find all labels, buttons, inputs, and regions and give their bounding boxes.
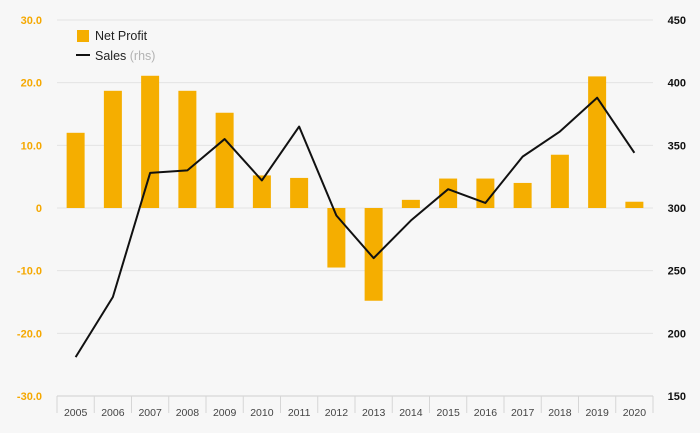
x-tick-label: 2012 (325, 407, 349, 419)
net-profit-bar (141, 75, 160, 208)
x-tick-label: 2016 (474, 407, 498, 419)
legend-label-sales: Sales (rhs) (95, 49, 155, 63)
net-profit-bar (588, 76, 607, 209)
y-left-tick-label: 20.0 (21, 78, 42, 90)
net-profit-bar (103, 90, 122, 208)
x-tick-label: 2013 (362, 407, 386, 419)
tick-labels: 30.0 20.0 10.0 0 -10.0 -20.0 -30.0 450 400 350 300… (17, 15, 686, 419)
y-left-tick-label: 0 (36, 203, 42, 215)
y-right-tick-label: 400 (668, 78, 686, 90)
net-profit-bars (66, 75, 644, 301)
net-profit-bar (178, 90, 197, 208)
legend-label-net-profit: Net Profit (95, 29, 148, 43)
x-tick-label: 2015 (436, 407, 460, 419)
x-tick-label: 2010 (250, 407, 274, 419)
y-left-tick-label: -30.0 (17, 391, 42, 403)
net-profit-bar (550, 154, 569, 208)
x-tick-label: 2019 (585, 407, 609, 419)
axes (56, 395, 654, 413)
y-right-tick-label: 250 (668, 266, 686, 278)
net-profit-bar (290, 177, 309, 208)
sales-line-series (74, 96, 636, 358)
x-tick-label: 2018 (548, 407, 572, 419)
legend-swatch-net-profit (77, 30, 89, 42)
y-right-tick-label: 350 (668, 140, 686, 152)
legend: Net Profit Sales (rhs) (76, 29, 155, 63)
x-tick-label: 2006 (101, 407, 125, 419)
x-tick-label: 2008 (176, 407, 200, 419)
net-profit-bar (66, 132, 85, 208)
legend-label-sales-suffix: (rhs) (130, 49, 156, 63)
y-right-tick-label: 450 (668, 15, 686, 27)
x-tick-label: 2011 (288, 407, 311, 419)
net-profit-bar (401, 199, 420, 208)
net-profit-bar (252, 175, 271, 208)
y-right-tick-label: 200 (668, 328, 686, 340)
net-profit-bar (364, 208, 383, 301)
net-profit-bar (513, 182, 532, 208)
y-left-tick-label: 10.0 (21, 140, 42, 152)
x-tick-label: 2020 (623, 407, 647, 419)
x-tick-label: 2014 (399, 407, 423, 419)
legend-label-sales-name: Sales (95, 49, 126, 63)
x-tick-label: 2007 (138, 407, 162, 419)
net-profit-bar (327, 208, 346, 268)
y-left-tick-label: 30.0 (21, 15, 42, 27)
y-left-tick-label: -10.0 (17, 266, 42, 278)
y-left-tick-label: -20.0 (17, 328, 42, 340)
net-profit-bar (215, 112, 234, 208)
y-right-tick-label: 300 (668, 203, 686, 215)
x-tick-label: 2017 (511, 407, 535, 419)
x-tick-label: 2005 (64, 407, 88, 419)
net-profit-bar (625, 201, 644, 208)
x-tick-label: 2009 (213, 407, 237, 419)
sales-line (74, 96, 636, 358)
y-right-tick-label: 150 (668, 391, 686, 403)
net-profit-bar (439, 178, 458, 208)
